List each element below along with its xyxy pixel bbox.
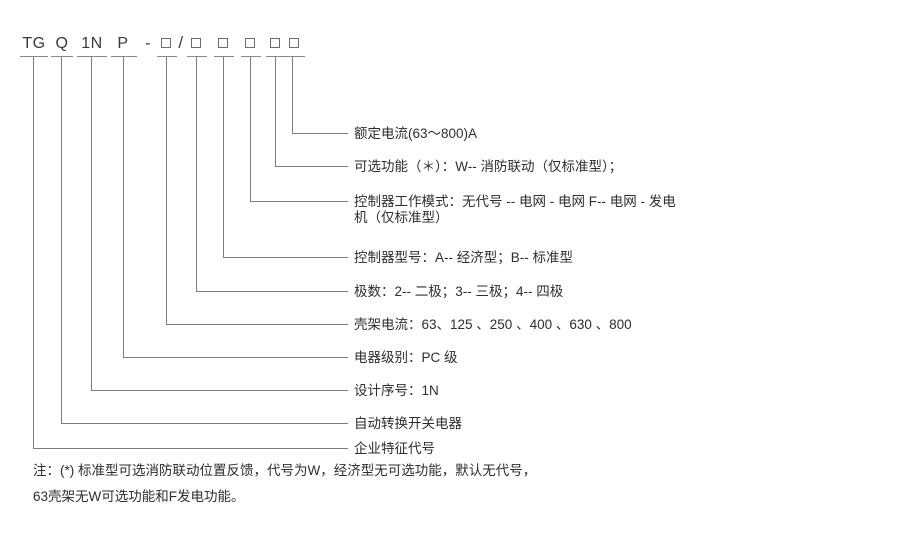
leader-hline-poles [196, 291, 348, 292]
code-segment-1n: 1N [81, 35, 103, 52]
leader-vline-design-serial [91, 57, 92, 390]
label-optional-function: 可选功能（＊）：W-- 消防联动（仅标准型）； [354, 159, 623, 174]
label-design-serial: 设计序号：1N [354, 383, 439, 398]
leader-vline-optional-function [275, 57, 276, 166]
footnote: 注：(*) 标准型可选消防联动位置反馈，代号为W，经济型无可选功能，默认无代号，… [33, 458, 673, 510]
leader-vline-rated-current [292, 57, 293, 133]
leader-vline-device-type [61, 57, 62, 423]
leader-vline-poles [196, 57, 197, 291]
leader-vline-controller-model [223, 57, 224, 257]
leader-vline-enterprise-code [33, 57, 34, 448]
label-poles: 极数：2-- 二极；3-- 三极；4-- 四极 [354, 284, 564, 299]
label-work-mode: 控制器工作模式：无代号 -- 电网 - 电网 F-- 电网 - 发电机（仅标准型… [354, 194, 676, 225]
leader-vline-frame-current [166, 57, 167, 324]
label-rated-current: 额定电流(63～800)A [354, 126, 478, 141]
code-segment-box-6 [288, 34, 300, 54]
code-segment-tg: TG [22, 35, 46, 52]
label-appliance-class: 电器级别：PC 级 [354, 350, 458, 365]
code-segment-box-1 [160, 34, 172, 54]
label-controller-model: 控制器型号：A-- 经济型；B-- 标准型 [354, 250, 573, 265]
underline-p [111, 56, 137, 57]
underline-box-2 [187, 56, 207, 57]
box-glyph-1 [161, 37, 171, 48]
code-separator-slash: / [178, 33, 184, 52]
leader-hline-work-mode [250, 201, 348, 202]
box-glyph-4 [245, 37, 255, 48]
box-glyph-3 [218, 37, 228, 48]
underline-box-3 [214, 56, 234, 57]
label-device-type: 自动转换开关电器 [354, 416, 462, 431]
code-segment-p: P [117, 35, 129, 52]
box-glyph-2 [191, 37, 201, 48]
code-segment-box-3 [217, 34, 229, 54]
code-separator-dash: - [145, 35, 151, 52]
leader-hline-appliance-class [123, 357, 348, 358]
underline-box-1 [157, 56, 177, 57]
footnote-line-1: 注：(*) 标准型可选消防联动位置反馈，代号为W，经济型无可选功能，默认无代号， [33, 463, 537, 478]
leader-hline-rated-current [292, 133, 348, 134]
leader-hline-enterprise-code [33, 448, 348, 449]
underline-tg [20, 56, 48, 57]
label-frame-current: 壳架电流：63、125 、250 、400 、630 、800 [354, 317, 632, 332]
underline-box-5 [266, 56, 286, 57]
leader-hline-design-serial [91, 390, 348, 391]
leader-hline-controller-model [223, 257, 348, 258]
leader-vline-work-mode [250, 57, 251, 201]
box-glyph-6 [289, 37, 299, 48]
underline-q [51, 56, 73, 57]
code-segment-box-4 [244, 34, 256, 54]
footnote-line-2: 63壳架无W可选功能和F发电功能。 [33, 489, 245, 504]
leader-hline-frame-current [166, 324, 348, 325]
code-row: TG Q 1N P - / [0, 0, 900, 70]
code-segment-box-5 [269, 34, 281, 54]
underline-1n [77, 56, 107, 57]
code-segment-q: Q [55, 35, 69, 52]
leader-hline-device-type [61, 423, 348, 424]
underline-box-6 [283, 56, 305, 57]
leader-hline-optional-function [275, 166, 348, 167]
box-glyph-5 [270, 37, 280, 48]
underline-box-4 [241, 56, 261, 57]
code-segment-box-2 [190, 34, 202, 54]
leader-vline-appliance-class [123, 57, 124, 357]
label-enterprise-code: 企业特征代号 [354, 441, 435, 456]
